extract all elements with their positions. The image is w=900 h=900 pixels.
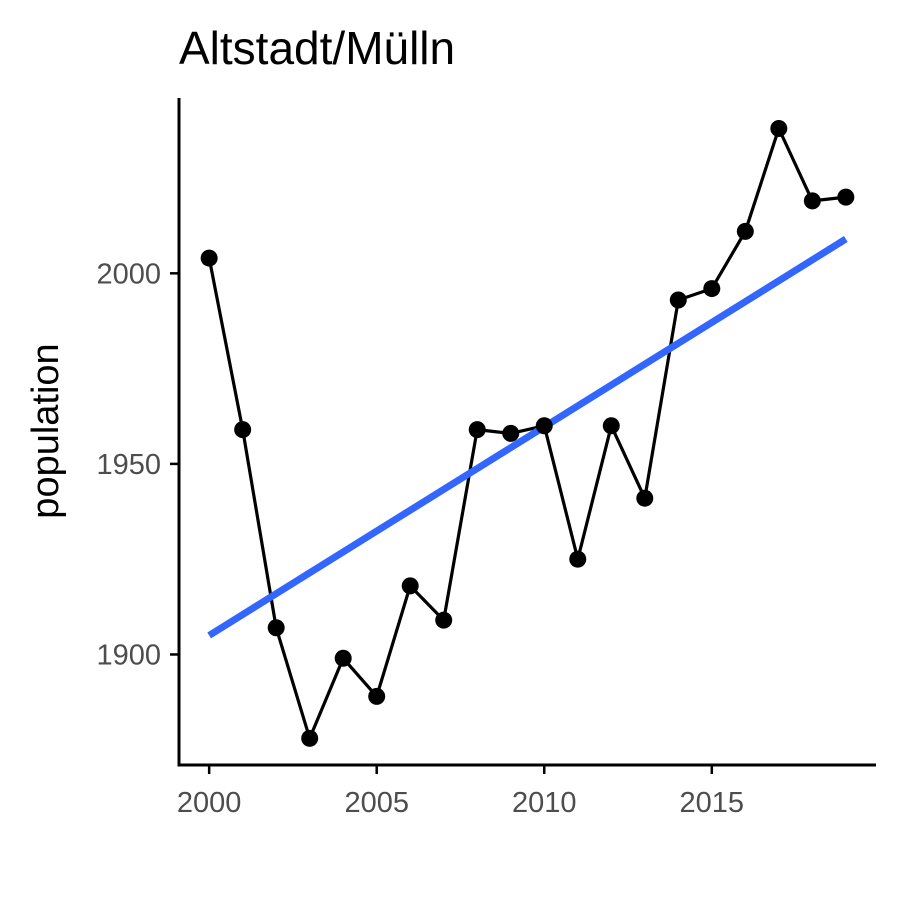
trend-line	[207, 236, 848, 639]
data-point	[468, 421, 486, 439]
x-tick-label: 2000	[177, 787, 242, 819]
x-tick-label: 2005	[344, 787, 409, 819]
x-tick-label: 2015	[680, 787, 745, 819]
y-tick-label: 1900	[96, 639, 161, 671]
data-point	[334, 649, 352, 667]
data-point	[636, 489, 654, 507]
data-point	[803, 192, 821, 210]
data-point	[234, 421, 252, 439]
y-tick-label: 1950	[96, 449, 161, 481]
data-point	[502, 424, 520, 442]
data-point	[200, 249, 218, 267]
x-tick-label: 2010	[512, 787, 577, 819]
data-point	[703, 280, 721, 298]
data-point	[401, 577, 419, 595]
data-point	[736, 222, 754, 240]
chart-title: Altstadt/Mülln	[179, 22, 455, 74]
data-point	[535, 417, 553, 435]
plot-area: 1900 1950 2000 2000 2005 2010 2015	[96, 98, 876, 819]
data-point	[435, 611, 453, 629]
data-point	[837, 188, 855, 206]
data-point	[267, 619, 285, 637]
data-point	[301, 729, 319, 747]
series-line	[207, 126, 846, 740]
data-point	[602, 417, 620, 435]
y-axis-label: population	[25, 343, 67, 518]
data-point	[569, 550, 587, 568]
y-tick-label: 2000	[96, 258, 161, 290]
data-point	[770, 119, 788, 137]
data-point	[669, 291, 687, 309]
data-point	[368, 687, 386, 705]
